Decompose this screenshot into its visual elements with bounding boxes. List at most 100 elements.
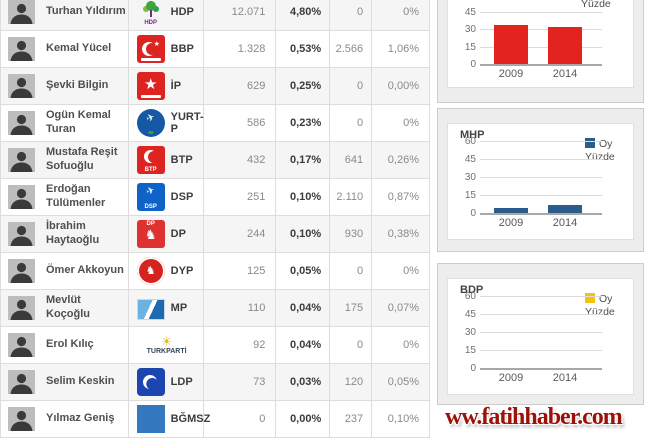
chart-card-bdp: BDP Oy Yüzde 60 45 30 15 0 2009 2014 xyxy=(447,278,634,395)
party-cell: ★ İP xyxy=(129,68,204,104)
pct-cell-a: 0,53% xyxy=(276,31,331,67)
votes-cell-a: 73 xyxy=(204,364,277,400)
ytick-label: 30 xyxy=(464,172,476,183)
pct-cell-a: 0,23% xyxy=(276,105,331,141)
pct-cell-b: 0,26% xyxy=(372,142,430,178)
table-row: Ömer Akkoyun ♞ DYP 125 0,05% 0 0% xyxy=(0,253,430,290)
votes-a: 110 xyxy=(247,302,266,314)
watermark: ww.fatihhaber.com xyxy=(445,404,623,430)
candidate-name: Erdoğan Tülümenler xyxy=(46,183,106,209)
ytick-label: 30 xyxy=(464,24,476,36)
votes-cell-b: 237 xyxy=(330,401,373,437)
votes-a: 0 xyxy=(259,413,266,425)
votes-cell-a: 110 xyxy=(204,290,277,326)
pct-b: 0% xyxy=(403,6,419,18)
bgmsz-logo-icon xyxy=(136,405,165,433)
candidate-name: Kemal Yücel xyxy=(46,42,112,55)
legend-label: Yüzde xyxy=(585,306,615,318)
legend-label: Oy xyxy=(599,138,613,150)
logo-base xyxy=(147,131,154,134)
chart-legend: Oy Yüzde xyxy=(585,293,631,319)
pct-b: 1,06% xyxy=(387,43,419,55)
party-abbr: DSP xyxy=(170,191,194,203)
xtick-label: 2014 xyxy=(552,372,578,384)
pct-cell-b: 0,05% xyxy=(372,364,430,400)
yurtp-logo-icon: ✈ xyxy=(136,109,165,137)
table-row: Erdoğan Tülümenler ✈ DSP DSP 251 0,10% 2.… xyxy=(0,179,430,216)
table-row: Ogün Kemal Turan ✈ YURT-P 586 0,23% 0 0% xyxy=(0,105,430,142)
votes-cell-b: 930 xyxy=(330,216,373,252)
tree-trunk xyxy=(149,10,152,17)
table-row: Turhan Yıldırım HDP HDP 12.071 4,80% 0 0… xyxy=(0,0,430,31)
votes-a: 73 xyxy=(253,376,266,388)
pct-cell-a: 0,00% xyxy=(276,401,331,437)
axis-baseline: 0 xyxy=(470,363,602,374)
pct-a: 0,03% xyxy=(290,376,322,388)
candidate-name: İbrahim Haytaoğlu xyxy=(46,220,100,246)
pct-a: 0,17% xyxy=(290,154,322,166)
pct-cell-b: 1,06% xyxy=(372,31,430,67)
pct-a: 0,04% xyxy=(290,339,322,351)
pct-a: 0,05% xyxy=(290,265,322,277)
pct-b: 0% xyxy=(403,117,419,129)
pct-a: 0,53% xyxy=(290,43,322,55)
gridline: 15 xyxy=(465,345,602,356)
axis-baseline: 0 xyxy=(470,59,602,70)
votes-a: 92 xyxy=(253,339,266,351)
candidate-cell: Mustafa Reşit Sofuoğlu xyxy=(1,142,129,178)
legend-label: Yüzde xyxy=(581,0,611,10)
party-abbr: BĞMSZ xyxy=(170,413,211,425)
ytick-label: 45 xyxy=(464,7,476,18)
ytick-label: 60 xyxy=(464,136,476,147)
candidate-name: Selim Keskin xyxy=(46,375,115,388)
votes-cell-b: 0 xyxy=(330,253,373,289)
avatar xyxy=(8,296,35,320)
votes-cell-b: 0 xyxy=(330,327,373,363)
bar-2009 xyxy=(494,24,528,64)
party-cell: BTP BTP xyxy=(129,142,204,178)
votes-cell-a: 92 xyxy=(204,327,277,363)
pct-cell-b: 0,38% xyxy=(372,216,430,252)
votes-cell-a: 586 xyxy=(204,105,277,141)
pct-cell-b: 0% xyxy=(372,327,430,363)
votes-cell-b: 0 xyxy=(330,105,373,141)
legend-label: Yüzde xyxy=(585,151,615,163)
party-cell: ♞ DYP xyxy=(129,253,204,289)
votes-b: 175 xyxy=(344,302,364,314)
pct-b: 0,05% xyxy=(387,376,419,388)
chart-legend: Oy Yüzde xyxy=(585,138,631,164)
party-cell: LDP xyxy=(129,364,204,400)
pct-a: 0,23% xyxy=(290,117,322,129)
candidate-cell: Ömer Akkoyun xyxy=(1,253,129,289)
votes-cell-a: 125 xyxy=(204,253,277,289)
avatar xyxy=(8,333,35,357)
horse-glyph: ♞ xyxy=(144,227,157,242)
dsp-logo-icon: ✈ DSP xyxy=(136,183,165,211)
votes-cell-a: 244 xyxy=(204,216,277,252)
ip-logo-icon: ★ xyxy=(136,72,165,100)
legend-swatch xyxy=(585,138,595,148)
party-cell: DP ♞ DP xyxy=(129,216,204,252)
candidate-name: Yılmaz Geniş xyxy=(46,412,115,425)
ytick-label: 15 xyxy=(464,190,476,201)
pct-a: 0,25% xyxy=(290,80,322,92)
party-abbr: HDP xyxy=(170,6,194,18)
votes-b: 0 xyxy=(356,6,364,18)
pct-cell-a: 0,04% xyxy=(276,290,331,326)
bar-chart-plot: 60 45 30 15 0 2009 2014 xyxy=(465,136,602,229)
pct-cell-b: 0% xyxy=(372,253,430,289)
pct-cell-b: 0% xyxy=(372,0,430,30)
votes-b: 2.110 xyxy=(336,191,364,203)
candidate-name: Turhan Yıldırım xyxy=(46,5,126,18)
pct-cell-a: 0,10% xyxy=(276,216,331,252)
xtick-label: 2009 xyxy=(498,217,524,229)
votes-b: 930 xyxy=(344,228,364,240)
pct-a: 0,10% xyxy=(290,228,322,240)
pct-cell-a: 0,04% xyxy=(276,327,331,363)
votes-b: 0 xyxy=(356,265,364,277)
dp-logo-icon: DP ♞ xyxy=(136,220,165,248)
avatar xyxy=(8,148,35,172)
party-cell: ✈ YURT-P xyxy=(129,105,204,141)
gridline: 45 xyxy=(465,7,602,18)
pct-cell-a: 4,80% xyxy=(276,0,331,30)
